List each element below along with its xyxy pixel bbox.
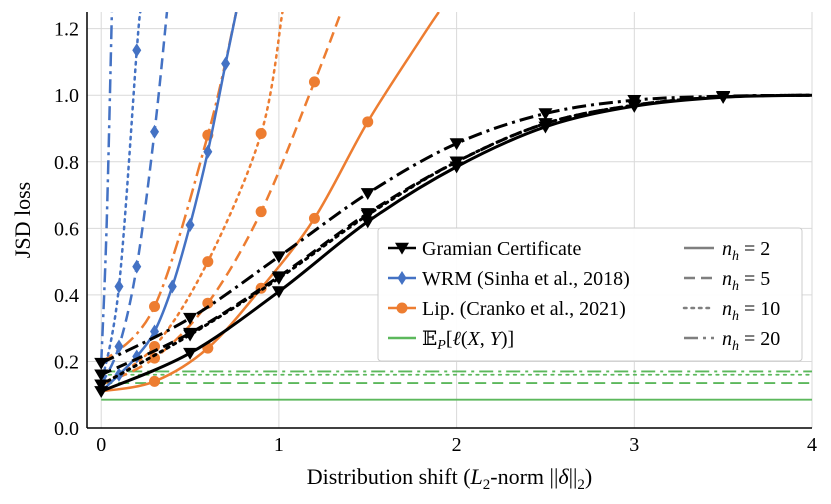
- axes: 0 1 2 3 4 0.0 0.2 0.4 0.6 0.8 1.0 1.2 Distribution s…: [10, 12, 817, 493]
- triangle-marker: [360, 209, 375, 222]
- legend-entry-nh-3: nh = 20: [684, 328, 780, 354]
- diamond-marker: [203, 144, 213, 159]
- legend-label: nh = 2: [722, 238, 770, 264]
- series-line: [99, 12, 284, 386]
- legend-label: 𝔼P[ℓ(X, Y)]: [422, 328, 514, 353]
- legend-label: WRM (Sinha et al., 2018): [422, 268, 630, 290]
- series-line: [100, 93, 812, 365]
- triangle-marker: [449, 156, 464, 169]
- y-axis-label: JSD loss: [10, 182, 35, 258]
- circle-marker: [202, 256, 214, 268]
- triangle-marker: [94, 386, 109, 399]
- y-tick-label: 1.2: [54, 19, 79, 41]
- diamond-marker: [167, 279, 177, 294]
- circle-marker: [255, 206, 267, 218]
- triangle-marker: [538, 108, 553, 121]
- diamond-marker: [185, 217, 195, 232]
- series-line: [99, 93, 812, 387]
- triangle-marker: [183, 347, 198, 360]
- x-tick-label: 3: [629, 434, 639, 456]
- series-wrm-nh20: [99, 12, 114, 364]
- diamond-marker: [132, 259, 142, 274]
- triangle-marker: [627, 94, 642, 107]
- triangle-marker: [94, 369, 109, 382]
- x-tick-label: 1: [274, 434, 284, 456]
- circle-marker: [396, 302, 408, 314]
- circle-marker: [149, 352, 161, 364]
- series-lip-nh20: [100, 12, 238, 365]
- diamond-marker: [397, 271, 407, 285]
- diamond-marker: [132, 43, 142, 58]
- legend-label: Gramian Certificate: [422, 238, 581, 260]
- triangle-marker: [538, 118, 553, 131]
- triangle-marker: [395, 242, 409, 255]
- series-wrm-nh5: [100, 12, 169, 386]
- series-line: [100, 12, 440, 393]
- series-line: [99, 12, 142, 386]
- series-gramian-nh10: [94, 91, 812, 392]
- legend: Gramian Certificate WRM (Sinha et al., 20…: [377, 227, 803, 362]
- legend-label: nh = 20: [722, 328, 780, 354]
- diamond-marker: [114, 339, 124, 354]
- triangle-marker: [360, 188, 375, 201]
- triangle-marker: [360, 216, 375, 229]
- series-line: [100, 12, 238, 365]
- y-tick-label: 0.2: [54, 351, 79, 373]
- series-gramian-nh20: [94, 90, 812, 370]
- y-tick-label: 0.4: [54, 285, 79, 307]
- legend-label: nh = 10: [722, 298, 780, 324]
- series-line: [100, 12, 169, 386]
- triangle-marker: [271, 286, 286, 299]
- triangle-marker: [183, 329, 198, 342]
- series-line: [100, 12, 238, 393]
- grid: [87, 12, 813, 429]
- legend-entry-wrm: WRM (Sinha et al., 2018): [388, 268, 630, 290]
- x-tick-label: 4: [807, 434, 817, 456]
- y-tick-label: 0.0: [54, 418, 79, 440]
- triangle-marker: [271, 251, 286, 264]
- y-tick-label: 1.0: [54, 85, 79, 107]
- circle-marker: [149, 375, 161, 387]
- plot-area: [94, 12, 812, 401]
- series-line: [100, 93, 812, 393]
- legend-entry-lip: Lip. (Cranko et al., 2021): [388, 298, 626, 320]
- x-tick-label: 0: [96, 434, 106, 456]
- y-tick-label: 0.6: [54, 218, 79, 240]
- triangle-marker: [94, 379, 109, 392]
- circle-marker: [308, 212, 320, 224]
- triangle-marker: [716, 90, 731, 103]
- series-line: [100, 12, 343, 386]
- circle-marker: [362, 116, 374, 128]
- legend-label: Lip. (Cranko et al., 2021): [422, 298, 626, 320]
- triangle-marker: [183, 312, 198, 325]
- legend-entry-gramian: Gramian Certificate: [388, 238, 581, 260]
- legend-entry-nh-1: nh = 5: [684, 268, 770, 294]
- diamond-marker: [114, 279, 124, 294]
- diamond-marker: [114, 367, 124, 382]
- legend-label: nh = 5: [722, 268, 770, 294]
- y-tick-label: 0.8: [54, 152, 79, 174]
- diamond-marker: [221, 56, 231, 71]
- x-tick-label: 2: [452, 434, 462, 456]
- legend-entry-nh-0: nh = 2: [684, 238, 770, 264]
- x-axis-label: Distribution shift (L2-norm ||δ||2): [307, 464, 592, 493]
- circle-marker: [308, 76, 320, 88]
- series-line: [99, 12, 114, 364]
- circle-marker: [255, 127, 267, 139]
- circle-marker: [149, 301, 161, 313]
- series-lip-nh5: [100, 12, 343, 386]
- legend-box: [377, 227, 803, 362]
- legend-entry-nh-2: nh = 10: [682, 298, 780, 324]
- circle-marker: [202, 297, 214, 309]
- series-wrm-nh10: [99, 12, 142, 386]
- triangle-marker: [271, 272, 286, 285]
- diamond-marker: [150, 124, 160, 139]
- triangle-marker: [449, 138, 464, 151]
- triangle-marker: [94, 357, 109, 370]
- legend-entry-expected: 𝔼P[ℓ(X, Y)]: [388, 328, 514, 353]
